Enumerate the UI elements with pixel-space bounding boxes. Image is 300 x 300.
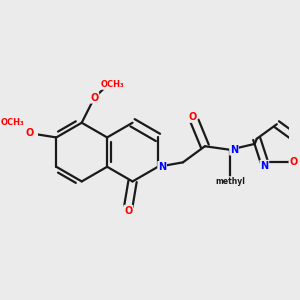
- Text: O: O: [289, 158, 298, 167]
- Text: N: N: [158, 162, 166, 172]
- Text: OCH₃: OCH₃: [1, 118, 25, 127]
- Text: N: N: [260, 160, 268, 171]
- Text: OCH₃: OCH₃: [100, 80, 124, 89]
- Text: O: O: [90, 93, 98, 103]
- Text: O: O: [188, 112, 197, 122]
- Text: O: O: [26, 128, 34, 138]
- Text: O: O: [124, 206, 133, 216]
- Text: N: N: [230, 145, 238, 155]
- Text: methyl: methyl: [215, 177, 245, 186]
